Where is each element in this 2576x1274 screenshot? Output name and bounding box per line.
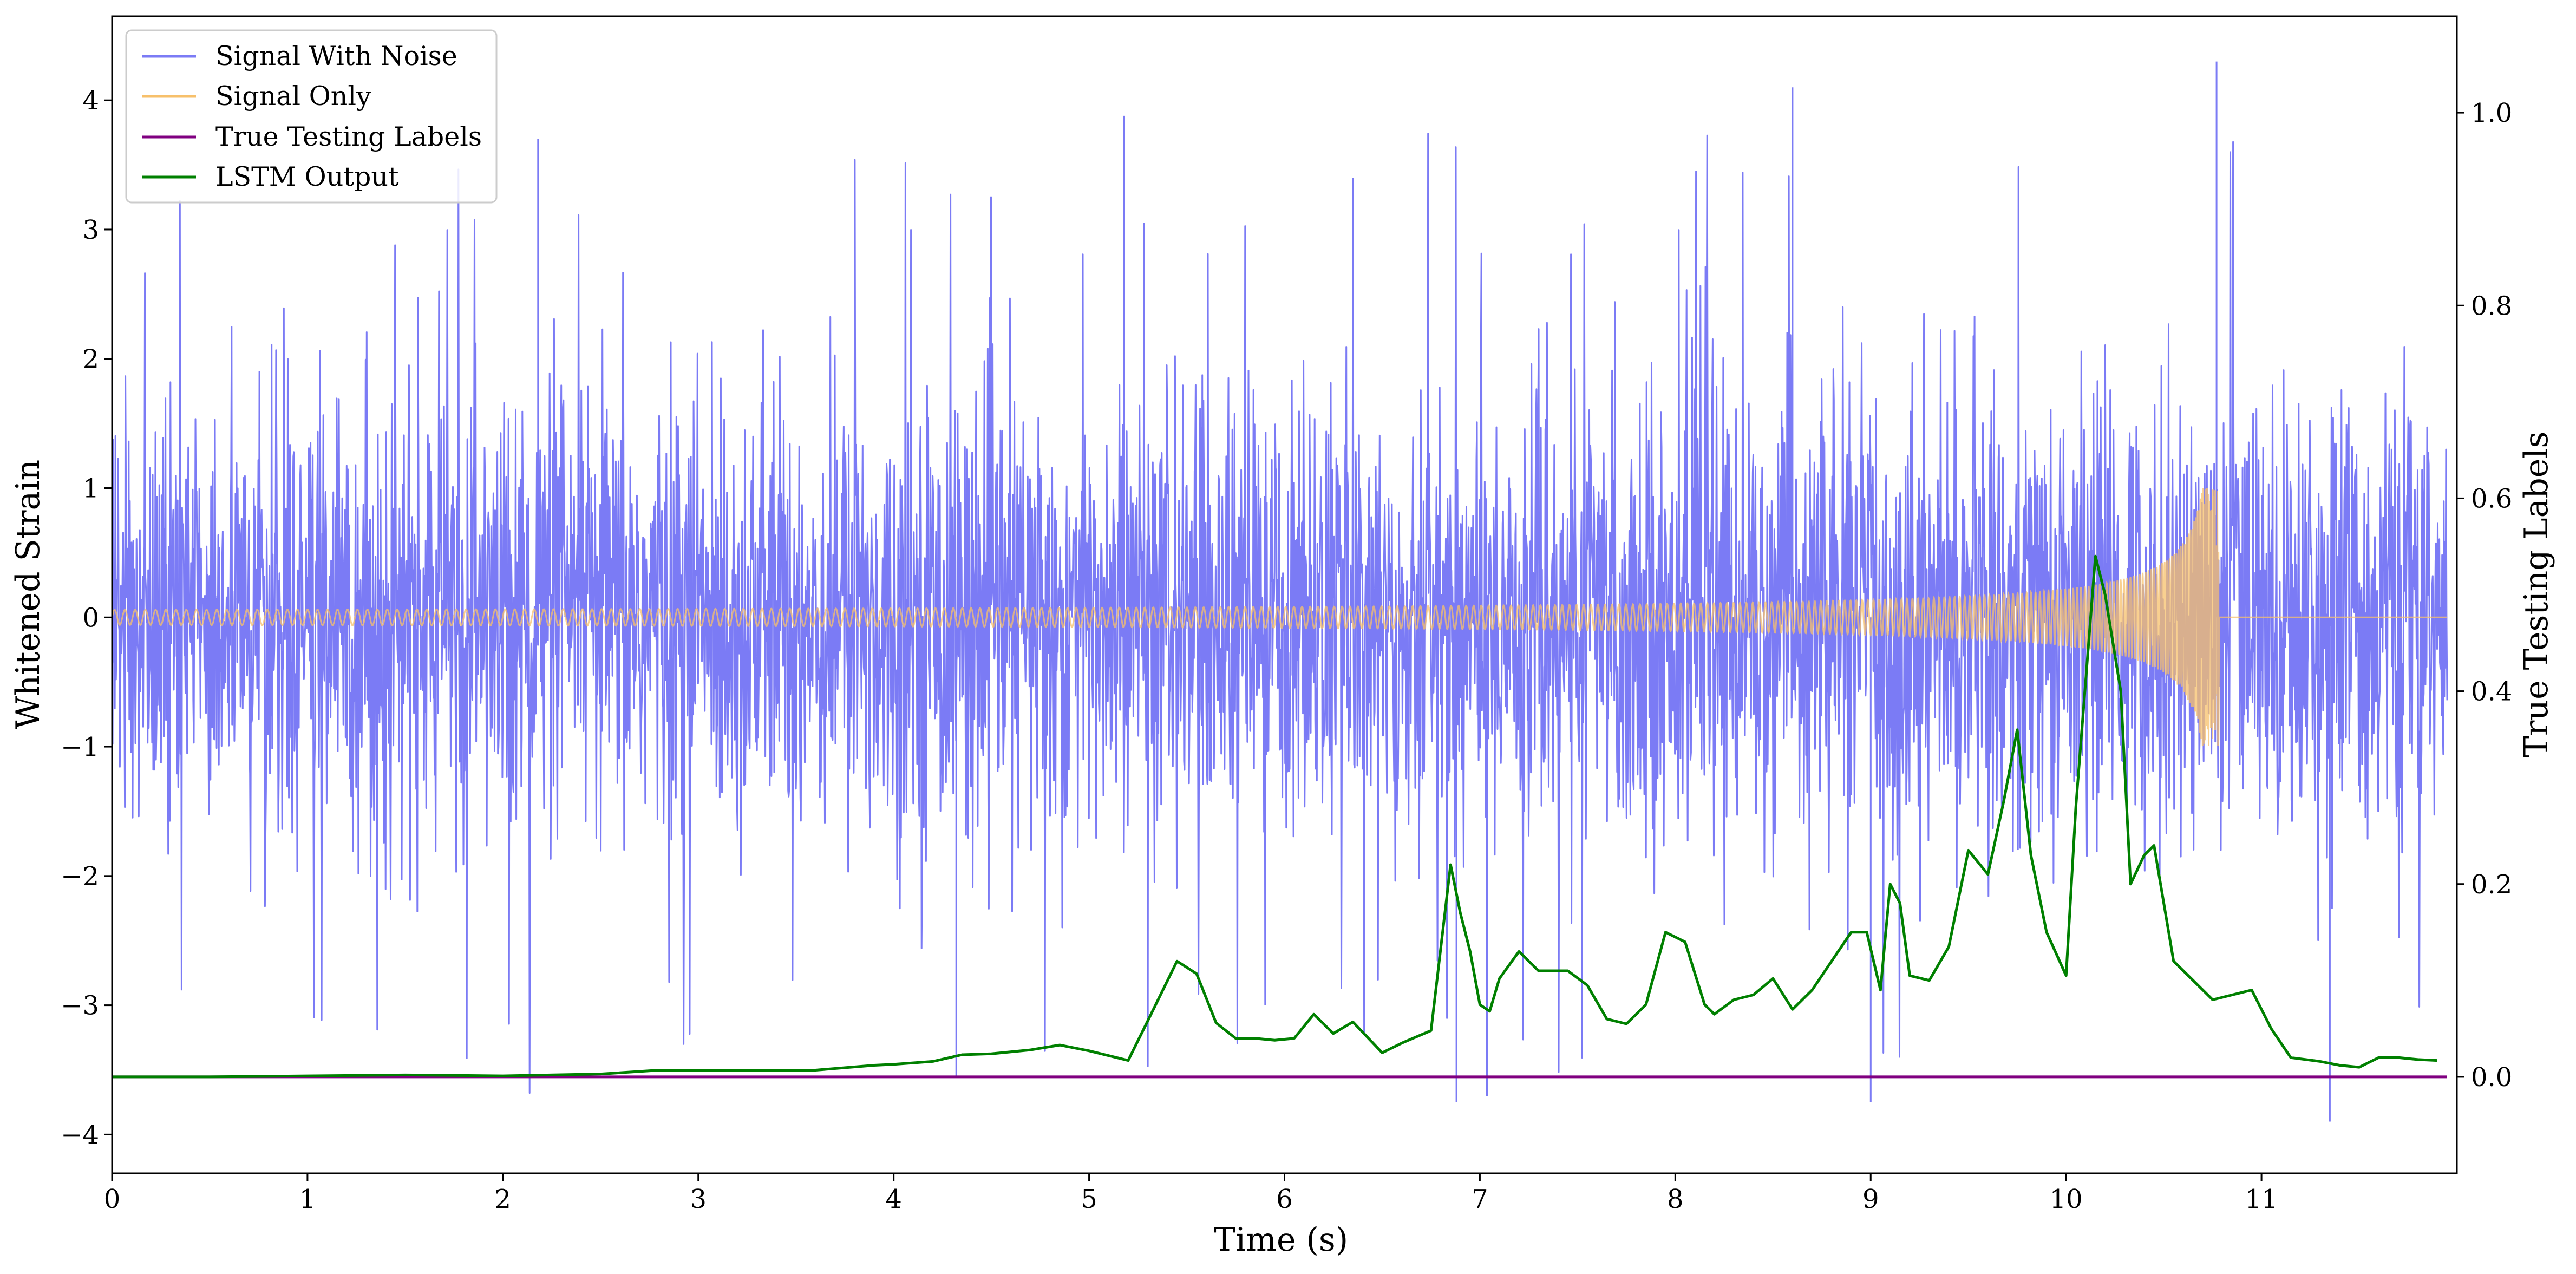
y-right-tick-label: 0.4 — [2471, 677, 2512, 707]
series-lstm-output — [112, 554, 2438, 1079]
y-tick-label: 0 — [82, 603, 99, 633]
y-tick-label: −2 — [61, 861, 99, 892]
y-right-tick-label: 0.8 — [2471, 291, 2512, 321]
y-tick-label: −1 — [61, 732, 99, 762]
y-tick-label: 3 — [82, 215, 99, 245]
legend-label-lstm-output: LSTM Output — [215, 161, 399, 192]
x-tick-label: 4 — [885, 1184, 902, 1214]
y-tick-label: 4 — [82, 86, 99, 116]
y-tick-label: −3 — [61, 991, 99, 1021]
series-signal-with-noise — [112, 61, 2448, 1122]
y-axis-right-label: True Testing Labels — [2518, 432, 2555, 758]
y-right-tick-label: 0.6 — [2471, 484, 2512, 514]
x-tick-label: 5 — [1081, 1184, 1097, 1214]
series-signal-only — [112, 488, 2447, 746]
legend-label-signal-with-noise: Signal With Noise — [215, 41, 457, 71]
legend-box — [125, 29, 498, 204]
x-tick-label: 11 — [2245, 1184, 2278, 1214]
y-right-tick-label: 0.2 — [2471, 870, 2512, 900]
legend-label-signal-only: Signal Only — [215, 81, 371, 112]
legend-label-true-testing-labels: True Testing Labels — [215, 121, 482, 152]
axes: 0 1 2 3 4 5 6 7 8 9 10 11 −4 −3 −2 −1 0 1 2 3 4 0.0 0.2 0.4 0.6 0… — [61, 86, 2512, 1214]
x-tick-label: 3 — [690, 1184, 707, 1214]
y-axis-label: Whitened Strain — [9, 460, 47, 729]
y-tick-label: −4 — [61, 1120, 99, 1150]
y-right-tick-label: 0.0 — [2471, 1062, 2512, 1093]
x-tick-label: 2 — [495, 1184, 512, 1214]
x-tick-label: 6 — [1276, 1184, 1293, 1214]
x-tick-label: 10 — [2050, 1184, 2083, 1214]
y-right-tick-label: 1.0 — [2471, 98, 2512, 128]
y-tick-label: 2 — [82, 344, 99, 375]
x-tick-label: 1 — [299, 1184, 316, 1214]
x-axis-label: Time (s) — [1214, 1221, 1348, 1259]
y-tick-label: 1 — [82, 474, 99, 504]
x-tick-label: 9 — [1862, 1184, 1879, 1214]
legend: Signal With Noise Signal Only True Testi… — [125, 29, 498, 204]
plot-area — [112, 61, 2448, 1122]
x-tick-label: 8 — [1667, 1184, 1684, 1214]
x-tick-label: 0 — [104, 1184, 121, 1214]
x-tick-label: 7 — [1472, 1184, 1488, 1214]
